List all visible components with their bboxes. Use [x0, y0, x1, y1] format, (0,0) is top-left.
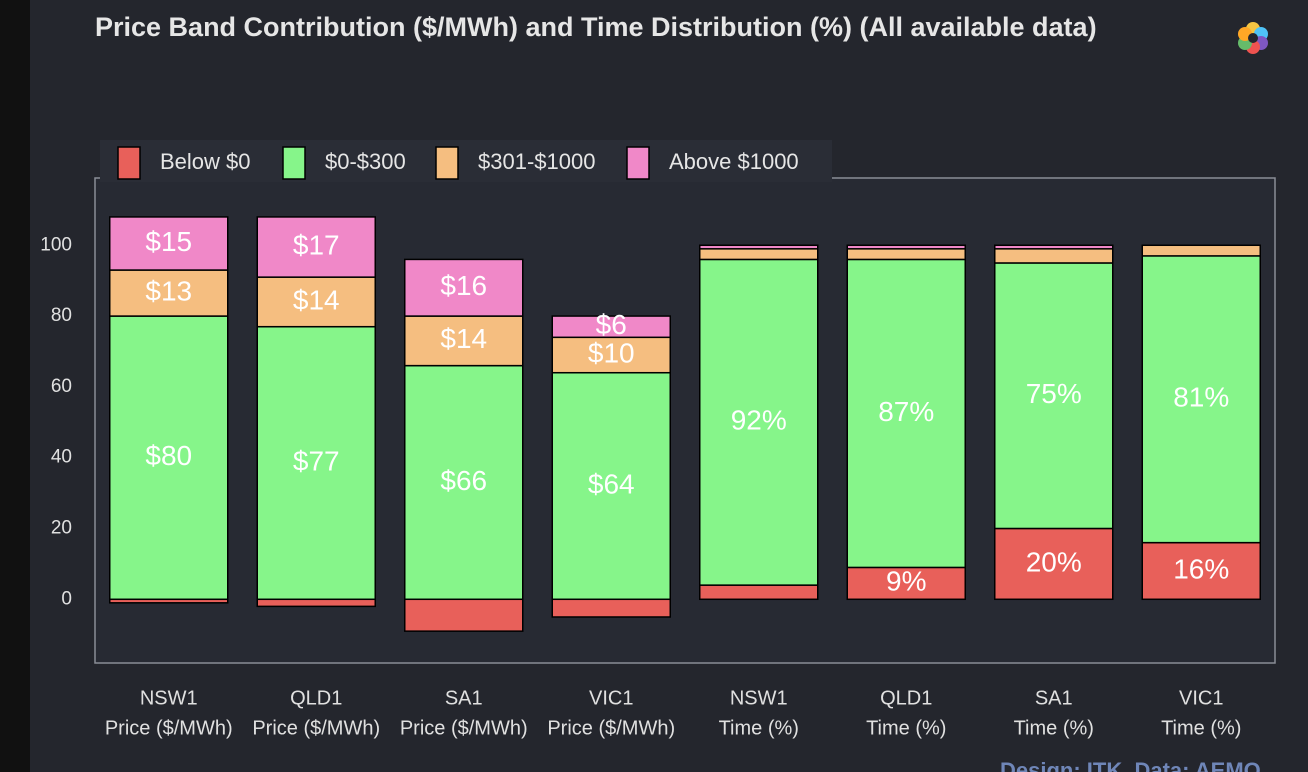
bar-segment [404, 315, 524, 367]
bar-segment [256, 598, 376, 608]
credit: Design: ITK, Data: AEMO [1000, 758, 1261, 772]
legend-box [100, 140, 832, 182]
data-label: $10 [588, 337, 635, 368]
data-label: 87% [878, 396, 934, 427]
data-label: $66 [440, 465, 487, 496]
y-tick-label: 20 [51, 517, 72, 538]
bar-segment [109, 216, 229, 271]
legend-swatch[interactable] [626, 146, 650, 180]
bar-segment [994, 262, 1114, 530]
x-tick-label: Price ($/MWh) [105, 717, 233, 739]
data-label: $80 [145, 440, 192, 471]
data-label: $14 [440, 323, 487, 354]
bar-segment [994, 244, 1114, 250]
data-label: 20% [1026, 546, 1082, 577]
legend-swatch[interactable] [282, 146, 306, 180]
bar-segment [994, 248, 1114, 264]
x-tick-label: NSW1 [140, 687, 198, 709]
data-label: 92% [731, 405, 787, 436]
x-tick-label: Price ($/MWh) [400, 717, 528, 739]
bar-segment [699, 248, 819, 261]
data-label: $64 [588, 468, 635, 499]
x-tick-label: NSW1 [730, 687, 788, 709]
y-tick-label: 0 [61, 588, 72, 609]
data-label: $13 [145, 275, 192, 306]
data-label: $15 [145, 226, 192, 257]
logo-icon[interactable] [1238, 22, 1268, 54]
bar-segment [256, 216, 376, 278]
legend-label[interactable]: $301-$1000 [478, 149, 595, 174]
bar-segment [551, 371, 671, 601]
bar-segment [404, 258, 524, 317]
data-label: $77 [293, 445, 340, 476]
x-tick-label: Time (%) [1014, 717, 1094, 739]
bar-segment [699, 244, 819, 250]
bar-segment [109, 315, 229, 601]
x-tick-label: Time (%) [866, 717, 946, 739]
data-label: $17 [293, 229, 340, 260]
data-label: $16 [440, 270, 487, 301]
x-tick-label: QLD1 [290, 687, 342, 709]
data-label: $14 [293, 284, 340, 315]
bar-segment [1141, 541, 1261, 601]
x-tick-label: Time (%) [719, 717, 799, 739]
y-tick-label: 40 [51, 447, 72, 468]
legend-label[interactable]: Below $0 [160, 149, 251, 174]
bar-segment [551, 315, 671, 339]
bar-segment [846, 258, 966, 569]
legend-swatch[interactable] [117, 146, 141, 180]
x-tick-label: SA1 [1035, 687, 1073, 709]
data-label: 81% [1173, 382, 1229, 413]
x-tick-label: SA1 [445, 687, 483, 709]
bar-segment [404, 364, 524, 601]
data-label: $6 [596, 309, 627, 340]
data-label: 16% [1173, 553, 1229, 584]
x-tick-label: VIC1 [589, 687, 633, 709]
bar-segment [699, 258, 819, 586]
bar-segment [846, 248, 966, 261]
legend-label[interactable]: Above $1000 [669, 149, 799, 174]
x-tick-label: Price ($/MWh) [547, 717, 675, 739]
x-tick-label: Time (%) [1161, 717, 1241, 739]
bar-segment [846, 566, 966, 601]
y-tick-label: 100 [40, 234, 72, 255]
data-label: 9% [886, 566, 926, 597]
bar-segment [404, 598, 524, 632]
bar-segment [256, 325, 376, 601]
x-tick-label: Price ($/MWh) [252, 717, 380, 739]
legend-swatch[interactable] [435, 146, 459, 180]
bar-segment [551, 598, 671, 618]
bar-segment [994, 527, 1114, 601]
legend-label[interactable]: $0-$300 [325, 149, 406, 174]
bar-segment [551, 336, 671, 374]
bar-segment [1141, 255, 1261, 544]
chart-title: Price Band Contribution ($/MWh) and Time… [95, 12, 1097, 42]
x-tick-label: VIC1 [1179, 687, 1223, 709]
bar-segment [109, 269, 229, 317]
data-label: 75% [1026, 378, 1082, 409]
y-tick-label: 60 [51, 376, 72, 397]
bar-segment [1141, 244, 1261, 257]
bar-segment [699, 584, 819, 601]
x-tick-label: QLD1 [880, 687, 932, 709]
y-tick-label: 80 [51, 305, 72, 326]
bar-segment [846, 244, 966, 250]
